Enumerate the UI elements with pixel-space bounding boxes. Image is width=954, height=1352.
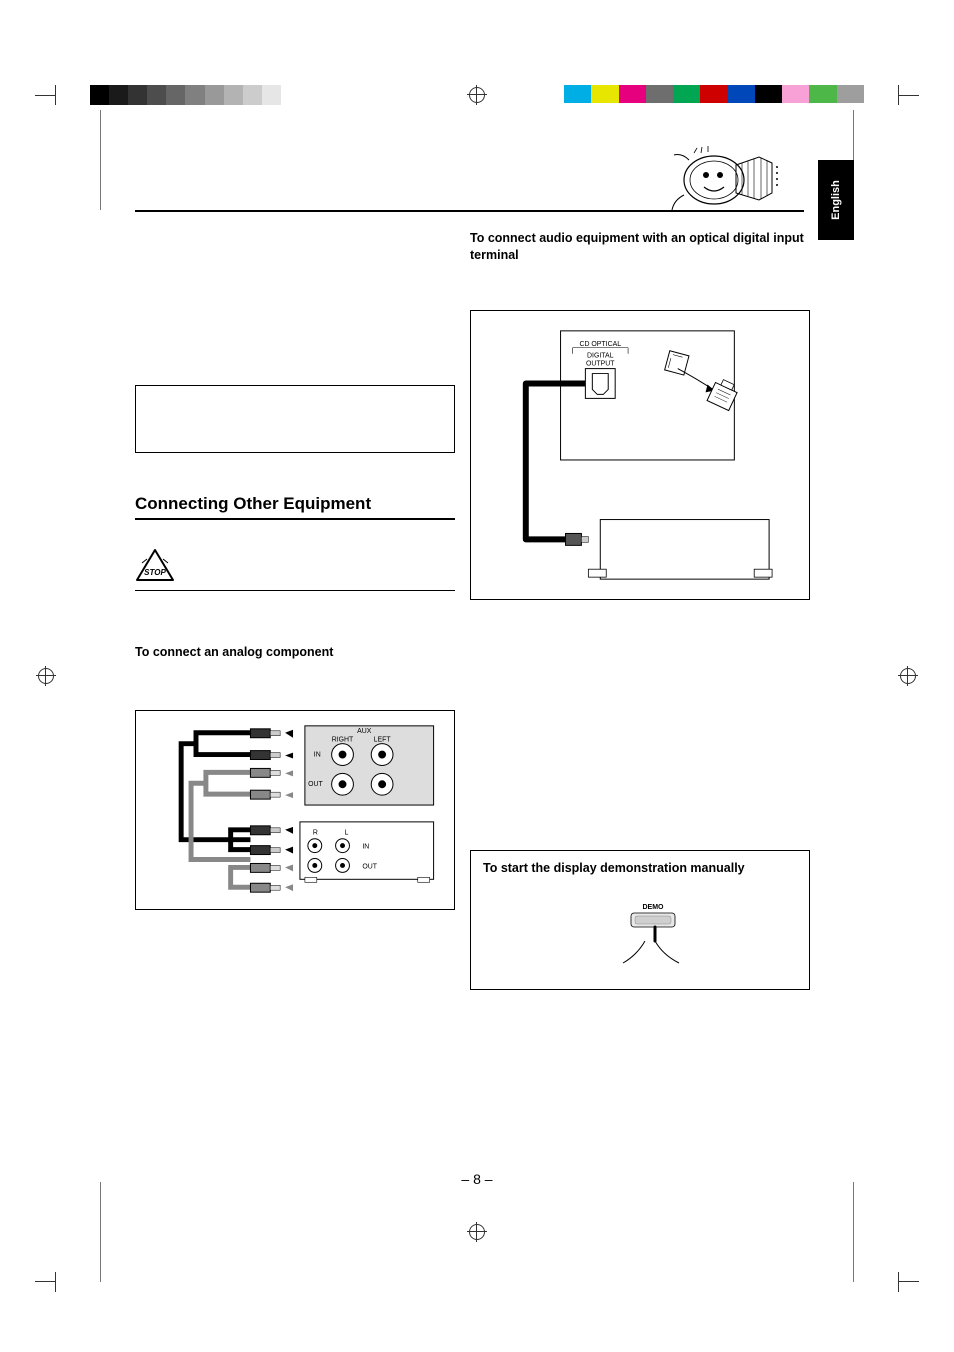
svg-text:IN: IN: [362, 844, 369, 851]
svg-text:IN: IN: [314, 752, 321, 759]
analog-connection-diagram: AUX RIGHT LEFT IN OUT R L: [135, 710, 455, 910]
demo-instruction-box: To start the display demonstration manua…: [470, 850, 810, 990]
frame-line: [853, 1182, 854, 1282]
header-divider: [135, 210, 804, 212]
svg-text:OUT: OUT: [362, 863, 377, 870]
language-tab-label: English: [830, 180, 842, 220]
cd-optical-label: CD OPTICAL: [579, 341, 621, 348]
accordion-cartoon-icon: [664, 145, 794, 215]
color-calibration-bar: [564, 85, 864, 103]
svg-text:L: L: [345, 830, 349, 837]
svg-text:OUT: OUT: [308, 781, 323, 788]
demo-heading: To start the display demonstration manua…: [483, 861, 797, 875]
thin-divider: [135, 590, 455, 591]
stop-caution-icon: STOP: [135, 548, 175, 583]
svg-text:RIGHT: RIGHT: [332, 737, 354, 744]
registration-mark-right: [898, 666, 918, 686]
section-heading-block: Connecting Other Equipment: [135, 494, 455, 520]
grayscale-calibration-bar: [90, 85, 300, 105]
demo-button-diagram: DEMO: [483, 897, 823, 977]
svg-text:LEFT: LEFT: [374, 737, 392, 744]
svg-text:DEMO: DEMO: [643, 904, 665, 911]
registration-mark-left: [36, 666, 56, 686]
section-underline: [135, 518, 455, 520]
svg-text:DIGITAL: DIGITAL: [587, 353, 614, 360]
right-column: To connect audio equipment with an optic…: [470, 230, 810, 264]
analog-heading: To connect an analog component: [135, 644, 455, 661]
registration-mark-top: [467, 85, 487, 105]
optical-connection-diagram: CD OPTICAL DIGITAL OUTPUT: [470, 310, 810, 600]
analog-heading-block: To connect an analog component: [135, 644, 455, 661]
svg-text:STOP: STOP: [144, 568, 166, 577]
plug-row: [181, 729, 293, 892]
svg-text:OUTPUT: OUTPUT: [586, 361, 615, 368]
registration-mark-bottom: [467, 1222, 487, 1242]
empty-note-box: [135, 385, 455, 453]
svg-text:AUX: AUX: [357, 728, 372, 735]
svg-text:R: R: [313, 830, 318, 837]
page-number: – 8 –: [461, 1171, 492, 1187]
frame-line: [100, 1182, 101, 1282]
section-title: Connecting Other Equipment: [135, 494, 455, 514]
optical-heading: To connect audio equipment with an optic…: [470, 230, 810, 264]
language-tab: English: [818, 160, 854, 240]
frame-line: [100, 110, 101, 210]
